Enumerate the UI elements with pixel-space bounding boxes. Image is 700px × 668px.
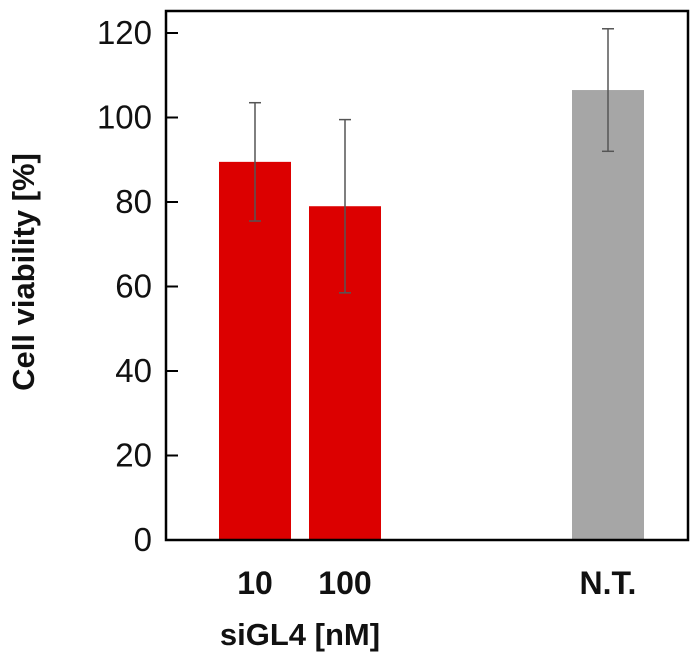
y-axis: 0 20 40 60 80 100 120 [97, 14, 178, 558]
error-bar-100 [339, 118, 351, 294]
error-bar-nt [602, 28, 614, 153]
x-category-label-100: 100 [318, 565, 371, 601]
y-tick-label-40: 40 [115, 352, 152, 389]
y-axis-title: Cell viability [%] [6, 153, 41, 391]
error-bar-10 [249, 101, 261, 222]
x-category-label-10: 10 [237, 565, 273, 601]
y-tick-label-60: 60 [115, 268, 152, 305]
x-category-label-nt: N.T. [580, 565, 637, 601]
x-axis: 10 100 N.T. [237, 565, 636, 601]
y-tick-label-100: 100 [97, 99, 152, 136]
y-tick-label-20: 20 [115, 437, 152, 474]
y-tick-label-0: 0 [134, 521, 152, 558]
bar-nt [572, 90, 644, 540]
bar-10 [219, 161, 291, 541]
y-tick-label-80: 80 [115, 183, 152, 220]
x-axis-title: siGL4 [nM] [220, 617, 380, 652]
plot-frame [164, 9, 690, 542]
chart-marks [219, 28, 644, 541]
y-tick-label-120: 120 [97, 14, 152, 51]
